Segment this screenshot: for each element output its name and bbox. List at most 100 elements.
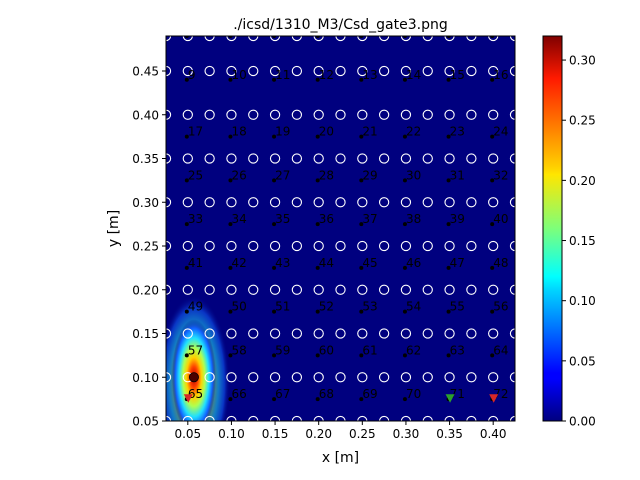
source-point (226, 109, 237, 120)
x-tick-label: 0.20 (305, 427, 332, 441)
source-point (182, 109, 193, 120)
electrode-label: 35 (275, 212, 290, 226)
electrode-label: 25 (188, 168, 203, 182)
source-point (422, 328, 433, 339)
x-tick-label: 0.35 (436, 427, 463, 441)
electrode-label: 30 (406, 168, 421, 182)
source-point (466, 328, 477, 339)
source-point (488, 197, 499, 208)
electrode-label: 51 (275, 300, 290, 314)
electrode-label: 1 (188, 24, 196, 38)
electrode-dot (315, 178, 320, 183)
electrode-label: 19 (275, 125, 290, 139)
source-point (400, 36, 412, 42)
source-point (488, 328, 499, 339)
source-point (400, 197, 412, 208)
source-point (422, 240, 433, 252)
source-point (204, 372, 215, 383)
source-point (204, 109, 215, 120)
electrode-dot (184, 353, 189, 358)
electrode-label: 26 (231, 168, 246, 182)
source-point (466, 65, 477, 77)
source-point (466, 36, 477, 42)
y-axis: 0.05 0.10 0.15 0.20 0.25 0.30 0.35 0.40 0.45 (132, 65, 166, 429)
y-tick-label: 0.45 (132, 65, 159, 79)
source-point (269, 328, 281, 339)
y-axis-label: y [m] (106, 210, 122, 247)
source-point (444, 372, 455, 383)
electrode-dot (315, 77, 320, 82)
electrode-dot (446, 77, 451, 82)
electrode-dot (228, 222, 233, 227)
colorbar-ticks: 0.00 0.05 0.10 0.15 0.20 0.25 0.30 (562, 54, 596, 429)
source-point (166, 197, 172, 208)
electrode-label: 56 (493, 300, 508, 314)
electrode-dot (272, 222, 277, 227)
source-point (313, 372, 324, 383)
electrode-label: 28 (319, 168, 334, 182)
source-point (378, 197, 390, 208)
source-point (488, 284, 499, 295)
electrode-label: 20 (319, 125, 334, 139)
electrode-label: 65 (188, 387, 203, 401)
electrode-label: 47 (450, 256, 465, 270)
source-point (335, 153, 346, 164)
source-point (466, 240, 477, 252)
electrode-label: 60 (319, 343, 334, 357)
electrode-label: 31 (450, 168, 465, 182)
source-point (335, 328, 346, 339)
source-point (357, 284, 368, 295)
electrode-label: 15 (450, 68, 465, 82)
electrode-label: 33 (188, 212, 203, 226)
source-point (488, 65, 499, 77)
source-point (269, 372, 281, 383)
source-point (422, 65, 433, 77)
source-point (357, 197, 368, 208)
chart-title: ./icsd/1310_M3/Csd_gate3.png (233, 17, 448, 33)
source-point (335, 65, 346, 77)
x-tick-label: 0.15 (262, 427, 289, 441)
source-point (248, 240, 259, 252)
electrode-dot (228, 178, 233, 183)
source-point (357, 328, 368, 339)
source-point (488, 153, 499, 164)
electrode-label: 8 (493, 24, 501, 38)
source-point (422, 284, 433, 295)
source-point (226, 240, 237, 252)
source-point (313, 240, 324, 252)
source-point (226, 36, 237, 42)
source-point (378, 36, 390, 42)
electrode-label: 41 (188, 256, 203, 270)
source-point (204, 65, 215, 77)
electrode-dot (359, 178, 364, 183)
source-point (400, 328, 412, 339)
electrode-label: 21 (362, 125, 377, 139)
source-point (313, 197, 324, 208)
source-point (335, 36, 346, 42)
source-point (182, 284, 193, 295)
source-point (291, 284, 303, 295)
colorbar-tick-label: 0.20 (569, 174, 596, 188)
electrode-label: 38 (406, 212, 421, 226)
source-point (422, 153, 433, 164)
source-point (444, 109, 455, 120)
colorbar: 0.00 0.05 0.10 0.15 0.20 0.25 0.30 (542, 35, 596, 429)
electrode-label: 62 (406, 343, 421, 357)
peak-source-marker (188, 372, 199, 383)
electrode-dot (272, 77, 277, 82)
electrode-label: 49 (188, 300, 203, 314)
electrode-label: 69 (362, 387, 377, 401)
source-point (226, 284, 237, 295)
electrode-label: 17 (188, 125, 203, 139)
source-point (378, 109, 390, 120)
colorbar-tick-label: 0.15 (569, 234, 596, 248)
electrode-label: 55 (450, 300, 465, 314)
electrode-dot (315, 397, 320, 402)
electrode-label: 36 (319, 212, 334, 226)
electrode-dot (184, 178, 189, 183)
electrode-label: 63 (450, 343, 465, 357)
source-point (166, 65, 172, 77)
source-point (248, 197, 259, 208)
electrode-dot (402, 178, 407, 183)
